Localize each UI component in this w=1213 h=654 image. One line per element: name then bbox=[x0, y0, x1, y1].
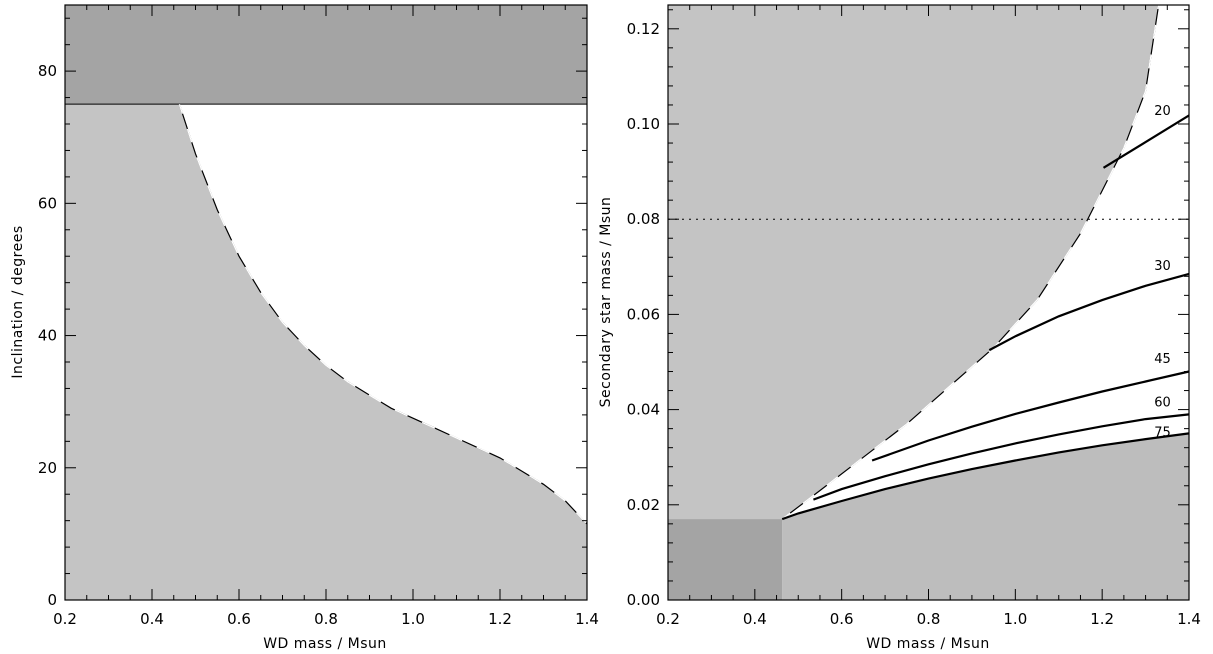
right-y-tick-label: 0.02 bbox=[627, 496, 660, 514]
left-panel: 0.2 0.4 0.6 0.8 1.0 1.2 1.4 0 20 40 60 80 WD mass /… bbox=[10, 4, 599, 652]
inclination-label-60: 60 bbox=[1154, 396, 1171, 411]
left-y-tick-label: 60 bbox=[38, 194, 57, 212]
left-x-tick-label: 0.8 bbox=[314, 610, 338, 628]
left-x-tick-label: 1.0 bbox=[401, 610, 425, 628]
right-y-axis-title: Secondary star mass / Msun bbox=[598, 197, 614, 408]
left-plot-area: 0.2 0.4 0.6 0.8 1.0 1.2 1.4 0 20 40 60 80 bbox=[38, 4, 599, 628]
right-x-tick-label: 0.2 bbox=[656, 610, 680, 628]
right-y-tick-label: 0.12 bbox=[627, 20, 660, 38]
inclination-line-75 bbox=[781, 432, 1190, 521]
right-x-tick-label: 1.2 bbox=[1090, 610, 1114, 628]
right-x-tick-label: 0.6 bbox=[830, 610, 854, 628]
right-x-tick-label: 1.4 bbox=[1177, 610, 1201, 628]
inclination-line-20 bbox=[1102, 114, 1190, 169]
right-excluded-region-lower bbox=[782, 433, 1189, 600]
right-plot-area: 20 30 45 60 75 0.2 0.4 0.6 0.8 1.0 1.2 1.4 0.00 0.02 0… bbox=[627, 4, 1201, 628]
left-y-tick-label: 20 bbox=[38, 459, 57, 477]
left-x-tick-label: 0.2 bbox=[53, 610, 77, 628]
left-x-axis-title: WD mass / Msun bbox=[263, 636, 387, 652]
right-corner-block bbox=[668, 519, 783, 600]
inclination-label-75: 75 bbox=[1154, 426, 1171, 441]
right-x-axis-title: WD mass / Msun bbox=[866, 636, 990, 652]
left-y-tick-label: 40 bbox=[38, 327, 57, 345]
inclination-label-20: 20 bbox=[1154, 104, 1171, 119]
left-excluded-region bbox=[65, 104, 587, 601]
right-x-tick-label: 0.4 bbox=[743, 610, 767, 628]
right-y-tick-label: 0.06 bbox=[627, 305, 660, 323]
right-x-tick-label: 0.8 bbox=[917, 610, 941, 628]
right-excluded-region-upper bbox=[668, 5, 1159, 520]
right-panel: 20 30 45 60 75 0.2 0.4 0.6 0.8 1.0 1.2 1.4 0.00 0.02 0… bbox=[598, 4, 1201, 652]
left-x-tick-label: 0.4 bbox=[140, 610, 164, 628]
inclination-line-60 bbox=[813, 413, 1190, 501]
right-y-tick-label: 0.00 bbox=[627, 591, 660, 609]
left-y-tick-label: 0 bbox=[47, 591, 57, 609]
left-y-tick-label: 80 bbox=[38, 62, 57, 80]
left-x-tick-label: 0.6 bbox=[227, 610, 251, 628]
inclination-line-30 bbox=[988, 272, 1190, 352]
inclination-label-45: 45 bbox=[1154, 352, 1171, 367]
left-eclipse-band bbox=[65, 5, 587, 105]
inclination-line-45 bbox=[871, 370, 1190, 462]
left-y-axis-title: Inclination / degrees bbox=[10, 225, 26, 378]
left-x-tick-label: 1.2 bbox=[488, 610, 512, 628]
left-x-tick-label: 1.4 bbox=[575, 610, 599, 628]
inclination-label-30: 30 bbox=[1154, 259, 1171, 274]
right-y-tick-label: 0.10 bbox=[627, 115, 660, 133]
right-y-tick-label: 0.04 bbox=[627, 401, 660, 419]
right-y-tick-label: 0.08 bbox=[627, 210, 660, 228]
right-x-tick-label: 1.0 bbox=[1003, 610, 1027, 628]
left-boundary-dashes bbox=[178, 103, 588, 525]
